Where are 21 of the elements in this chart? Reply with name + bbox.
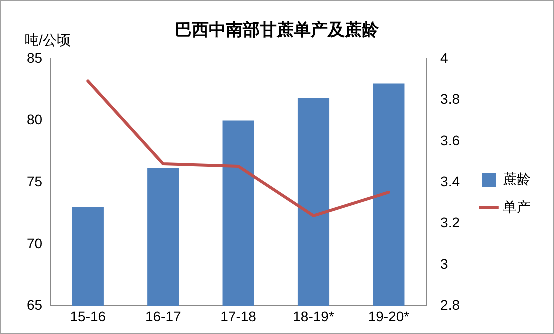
y-axis-title: 吨/公顷: [25, 32, 71, 48]
y2-tick-label: 3.4: [440, 173, 460, 190]
y-tick-label: 85: [26, 50, 43, 66]
x-tick-label: 18-19*: [293, 308, 335, 324]
x-tick-label: 17-18: [220, 308, 257, 324]
y2-tick-label: 3.2: [440, 214, 460, 231]
y-tick-label: 70: [26, 235, 43, 252]
y2-tick-label: 3: [440, 256, 449, 272]
y2-tick-label: 4: [440, 50, 449, 66]
chart-title: 巴西中南部甘蔗单产及蔗龄: [175, 20, 380, 40]
x-tick-label: 15-16: [70, 308, 106, 324]
y2-tick-label: 3.8: [440, 91, 460, 108]
legend-label: 蔗龄: [503, 170, 531, 187]
y-tick-label: 65: [26, 297, 43, 314]
legend-label: 单产: [503, 198, 531, 215]
y-tick-label: 75: [26, 173, 43, 190]
x-tick-label: 16-17: [145, 308, 182, 324]
y-tick-label: 80: [26, 112, 43, 128]
x-tick-label: 19-20*: [368, 308, 410, 324]
y2-tick-label: 2.8: [440, 297, 460, 314]
y2-tick-label: 3.6: [440, 132, 460, 148]
